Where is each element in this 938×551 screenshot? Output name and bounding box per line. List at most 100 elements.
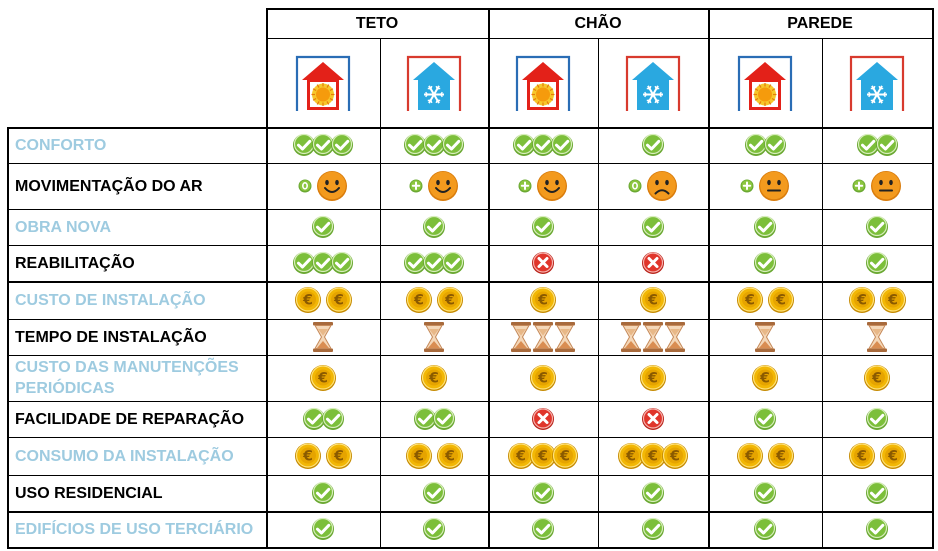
euro-coin-icon: € <box>736 287 763 313</box>
grid-line <box>488 127 490 547</box>
euro-coin-icon: € <box>294 443 321 469</box>
check-icon <box>532 133 554 156</box>
check-icon <box>642 517 664 540</box>
hourglass-icon <box>665 322 685 352</box>
check-icon <box>532 215 554 238</box>
grid-line <box>7 437 934 438</box>
svg-text:€: € <box>444 449 455 465</box>
rating-cell <box>708 401 822 437</box>
check-icon <box>331 251 353 274</box>
row-label: CONFORTO <box>15 136 107 154</box>
euro-coin-icon: € <box>879 287 906 313</box>
hourglass-icon <box>555 322 575 352</box>
row-label: EDIFÍCIOS DE USO TERCIÁRIO <box>15 520 254 538</box>
grid-line <box>822 38 823 127</box>
svg-text:€: € <box>775 449 786 465</box>
svg-text:€: € <box>647 449 658 465</box>
svg-text:€: € <box>759 371 770 387</box>
rating-cell <box>822 245 932 281</box>
svg-text:€: € <box>413 449 424 465</box>
check-icon <box>312 481 334 504</box>
svg-text:€: € <box>856 449 867 465</box>
mode-icon-cell <box>488 40 598 126</box>
check-icon <box>754 407 776 430</box>
rating-cell <box>598 475 708 511</box>
grid-line <box>708 8 710 127</box>
grid-line <box>7 319 934 320</box>
rating-cell <box>266 209 380 245</box>
grid-line <box>380 127 381 547</box>
plus-badge-icon <box>852 179 866 193</box>
check-icon <box>312 251 334 274</box>
mode-icon-cell <box>822 40 932 126</box>
grid-line <box>598 38 599 127</box>
grid-line <box>7 163 934 164</box>
euro-coin-icon: € <box>405 287 432 313</box>
check-icon <box>312 215 334 238</box>
rating-cell <box>598 511 708 547</box>
euro-coin-icon: € <box>530 443 556 469</box>
rating-cell: € € € <box>598 437 708 475</box>
svg-text:€: € <box>302 449 313 465</box>
rating-cell <box>488 475 598 511</box>
check-icon <box>866 215 888 238</box>
euro-coin-icon: € <box>767 443 794 469</box>
check-icon <box>763 133 786 156</box>
rating-cell <box>380 127 488 163</box>
hourglass-icon <box>313 322 333 352</box>
euro-coin-icon: € <box>767 287 794 313</box>
rating-cell <box>266 401 380 437</box>
grid-line <box>7 127 9 547</box>
rating-cell <box>822 209 932 245</box>
rating-cell <box>708 511 822 547</box>
rating-cell <box>822 401 932 437</box>
rating-cell <box>380 511 488 547</box>
svg-text:€: € <box>333 449 344 465</box>
rating-cell <box>598 127 708 163</box>
rating-cell <box>708 209 822 245</box>
euro-coin-icon: € <box>552 443 578 469</box>
row-label: TEMPO DE INSTALAÇÃO <box>15 328 207 346</box>
grid-line <box>488 8 490 127</box>
check-icon <box>413 407 436 430</box>
rating-cell: € <box>598 355 708 401</box>
grid-line <box>7 281 934 283</box>
rating-cell <box>488 209 598 245</box>
smiley-happy-icon <box>537 171 567 201</box>
check-icon <box>642 481 664 504</box>
euro-coin-icon: € <box>752 365 778 391</box>
check-icon <box>642 133 664 156</box>
check-icon <box>513 133 535 156</box>
rating-cell <box>488 319 598 355</box>
group-header-teto: TETO <box>266 9 488 38</box>
rating-cell <box>822 511 932 547</box>
check-icon <box>532 481 554 504</box>
rating-cell <box>708 245 822 281</box>
cross-icon <box>532 408 554 430</box>
rating-cell: € € <box>708 281 822 319</box>
svg-text:€: € <box>871 371 882 387</box>
svg-text:€: € <box>302 293 313 309</box>
euro-coin-icon: € <box>864 365 890 391</box>
grid-line <box>266 127 268 547</box>
rating-cell: € <box>488 355 598 401</box>
house-heating-icon <box>737 55 793 111</box>
grid-line <box>266 8 268 127</box>
rating-cell <box>266 475 380 511</box>
check-icon <box>866 481 888 504</box>
grid-line <box>932 127 934 547</box>
grid-line <box>932 8 934 127</box>
group-header-chao: CHÃO <box>488 9 708 38</box>
group-label: CHÃO <box>574 14 622 32</box>
grid-line <box>7 245 934 246</box>
check-icon <box>432 407 455 430</box>
grid-line <box>7 127 934 129</box>
euro-coin-icon: € <box>640 443 666 469</box>
svg-text:€: € <box>625 449 636 465</box>
rating-cell: € <box>598 281 708 319</box>
grid-line <box>7 511 934 513</box>
grid-line <box>266 38 932 39</box>
check-icon <box>442 133 464 156</box>
svg-text:€: € <box>444 293 455 309</box>
